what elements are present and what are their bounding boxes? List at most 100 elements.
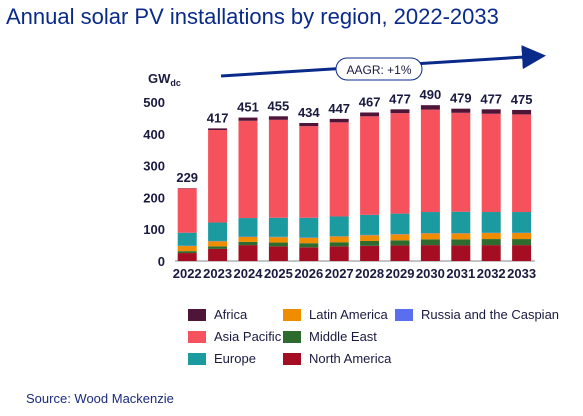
bar-segment — [299, 122, 319, 127]
bar-segment — [512, 109, 532, 115]
bar-segment — [238, 245, 258, 261]
legend-label-asia-pacific: Asia Pacific — [214, 329, 282, 344]
bar-segment — [420, 233, 440, 240]
bar-segment — [268, 237, 288, 243]
legend-label-europe: Europe — [214, 351, 256, 366]
bar-segment — [481, 109, 501, 114]
stacked-bar-chart: GWdc 0 100 200 300 400 500 229 2022 417 2023 451 202… — [143, 45, 546, 281]
bar-segment — [420, 212, 440, 234]
y-tick-label: 400 — [143, 127, 165, 142]
bar-segment — [177, 251, 197, 254]
total-label: 467 — [359, 94, 381, 109]
legend-label-russia-caspian: Russia and the Caspian — [421, 307, 560, 322]
bar-segment — [268, 116, 288, 120]
y-tick-label: 0 — [158, 254, 165, 269]
legend-item-north-america: North America — [283, 351, 391, 366]
bar-segment — [420, 109, 440, 213]
bar-segment — [208, 246, 228, 249]
bar-segment — [451, 239, 471, 246]
bar-segment — [208, 222, 228, 241]
legend-swatch-russia-caspian — [395, 308, 413, 321]
bar-segment — [329, 246, 349, 261]
bar-segment — [451, 108, 471, 113]
bar-segment — [390, 113, 410, 214]
bar-segment — [360, 214, 380, 235]
x-tick-label: 2030 — [416, 266, 445, 281]
bar-segment — [208, 248, 228, 261]
x-tick-label: 2025 — [264, 266, 293, 281]
bar-segment — [481, 113, 501, 213]
y-axis-unit: GWdc — [148, 71, 181, 88]
bar-segment — [451, 245, 471, 261]
bar-segment — [512, 114, 532, 213]
bar-segment — [208, 128, 228, 130]
legend-swatch-middle-east — [283, 330, 301, 343]
total-label: 477 — [389, 91, 411, 106]
total-label: 477 — [480, 91, 502, 106]
bar-segment — [177, 246, 197, 252]
bar-segment — [299, 243, 319, 248]
legend-item-africa: Africa — [188, 307, 247, 322]
bar-segment — [512, 212, 532, 233]
bar-segment — [299, 247, 319, 261]
y-tick-label: 100 — [143, 222, 165, 237]
x-tick-label: 2024 — [234, 266, 264, 281]
bar-segment — [299, 126, 319, 218]
bar-segment — [451, 233, 471, 240]
bar-segment — [390, 213, 410, 234]
bar-segment — [420, 105, 440, 110]
total-label: 229 — [176, 170, 198, 185]
aagr-label: AAGR: +1% — [346, 63, 411, 77]
legend-swatch-asia-pacific — [188, 330, 206, 343]
legend-item-russia-caspian: Russia and the Caspian — [395, 307, 559, 322]
bar-segment — [329, 216, 349, 237]
bar-segment — [329, 242, 349, 247]
bar-segment — [390, 240, 410, 246]
aagr-badge — [335, 57, 423, 81]
legend-label-latin-america: Latin America — [309, 307, 388, 322]
bar-segment — [238, 236, 258, 242]
bar-segment — [238, 120, 258, 219]
bar-segment — [360, 112, 380, 117]
x-tick-label: 2027 — [325, 266, 354, 281]
chart-title: Annual solar PV installations by region,… — [6, 4, 499, 29]
x-tick-label: 2026 — [294, 266, 323, 281]
x-tick-label: 2023 — [203, 266, 232, 281]
bar-segment — [299, 237, 319, 244]
y-tick-label: 200 — [143, 190, 165, 205]
x-tick-label: 2029 — [386, 266, 415, 281]
bar-segment — [360, 235, 380, 241]
legend-label-africa: Africa — [214, 307, 248, 322]
legend-swatch-north-america — [283, 352, 301, 365]
x-tick-label: 2032 — [477, 266, 506, 281]
total-label: 447 — [328, 101, 350, 116]
bar-segment — [329, 236, 349, 243]
bar-segment — [481, 245, 501, 261]
bar-segment — [481, 233, 501, 240]
legend-item-middle-east: Middle East — [283, 329, 377, 344]
bar-segment — [360, 245, 380, 261]
bar-segment — [512, 245, 532, 261]
bar-segment — [208, 241, 228, 247]
bar-segment — [268, 119, 288, 218]
bar-segment — [268, 217, 288, 237]
bar-segment — [481, 239, 501, 246]
x-tick-label: 2022 — [173, 266, 202, 281]
bar-segment — [360, 240, 380, 246]
y-tick-label: 500 — [143, 95, 165, 110]
bar-segment — [177, 188, 197, 233]
bar-segment — [451, 112, 471, 212]
bar-segment — [512, 233, 532, 240]
bar-segment — [208, 129, 228, 223]
legend-label-north-america: North America — [309, 351, 392, 366]
total-label: 451 — [237, 100, 259, 115]
bar-segment — [329, 122, 349, 217]
total-label: 434 — [298, 105, 320, 120]
legend-item-asia-pacific: Asia Pacific — [188, 329, 281, 344]
source-note: Source: Wood Mackenzie — [26, 391, 174, 406]
bar-segment — [390, 245, 410, 261]
legend-item-latin-america: Latin America — [283, 307, 388, 322]
total-label: 479 — [450, 91, 472, 106]
bar-segment — [238, 241, 258, 246]
bar-segment — [481, 212, 501, 233]
